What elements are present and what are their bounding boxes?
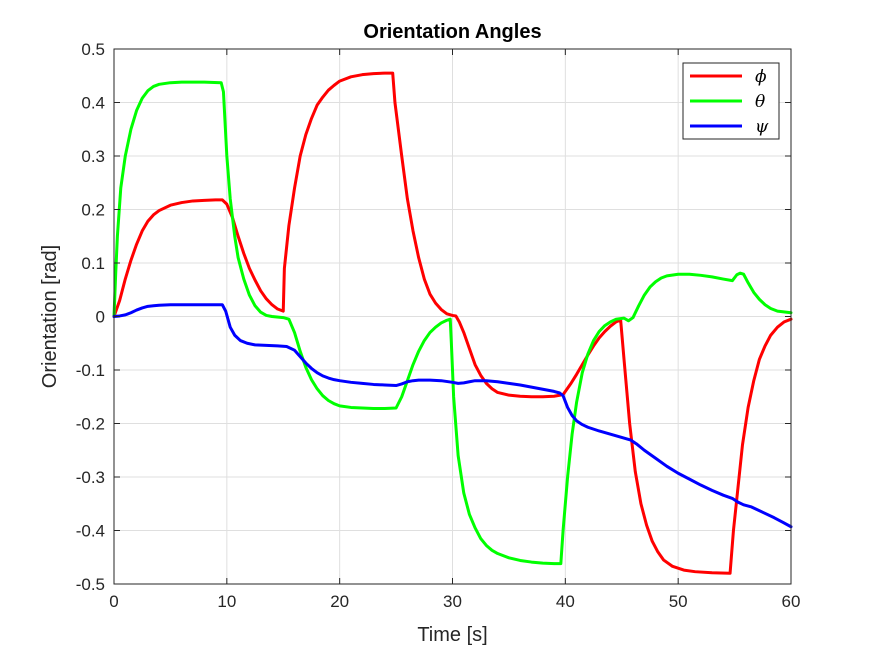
x-tick-label: 20: [330, 592, 349, 611]
series-line-2: [112, 303, 793, 529]
y-tick-label: -0.5: [76, 575, 105, 594]
x-tick-label: 10: [217, 592, 236, 611]
y-tick-label: -0.3: [76, 468, 105, 487]
y-axis-label: Orientation [rad]: [39, 245, 61, 388]
y-tick-label: 0.1: [81, 254, 105, 273]
y-tick-label: 0.2: [81, 201, 105, 220]
x-tick-labels: 0 10 20 30 40 50 60: [109, 592, 800, 611]
y-tick-label: 0.3: [81, 147, 105, 166]
legend-label: ϕ: [755, 67, 767, 87]
series-line-1: [112, 80, 793, 566]
series-lines: [112, 71, 793, 575]
chart-title: Orientation Angles: [363, 21, 541, 43]
y-tick-label: 0.5: [81, 40, 105, 59]
x-tick-label: 30: [443, 592, 462, 611]
x-tick-label: 50: [669, 592, 688, 611]
x-tick-label: 40: [556, 592, 575, 611]
tick-marks: [113, 48, 792, 585]
legend: ϕθψ: [682, 62, 780, 140]
y-tick-label: -0.1: [76, 361, 105, 380]
y-tick-label: 0.4: [81, 94, 105, 113]
legend-label: θ: [755, 92, 765, 112]
x-axis-label: Time [s]: [417, 624, 487, 646]
x-tick-label: 60: [782, 592, 801, 611]
y-tick-label: -0.2: [76, 415, 105, 434]
y-tick-labels: -0.5 -0.4 -0.3 -0.2 -0.1 0 0.1 0.2 0.3 0.4 0.5: [76, 40, 105, 594]
legend-label: ψ: [755, 117, 769, 137]
x-tick-label: 0: [109, 592, 118, 611]
y-tick-label: 0: [96, 308, 105, 327]
series-line-0: [112, 71, 793, 575]
y-tick-label: -0.4: [76, 522, 105, 541]
